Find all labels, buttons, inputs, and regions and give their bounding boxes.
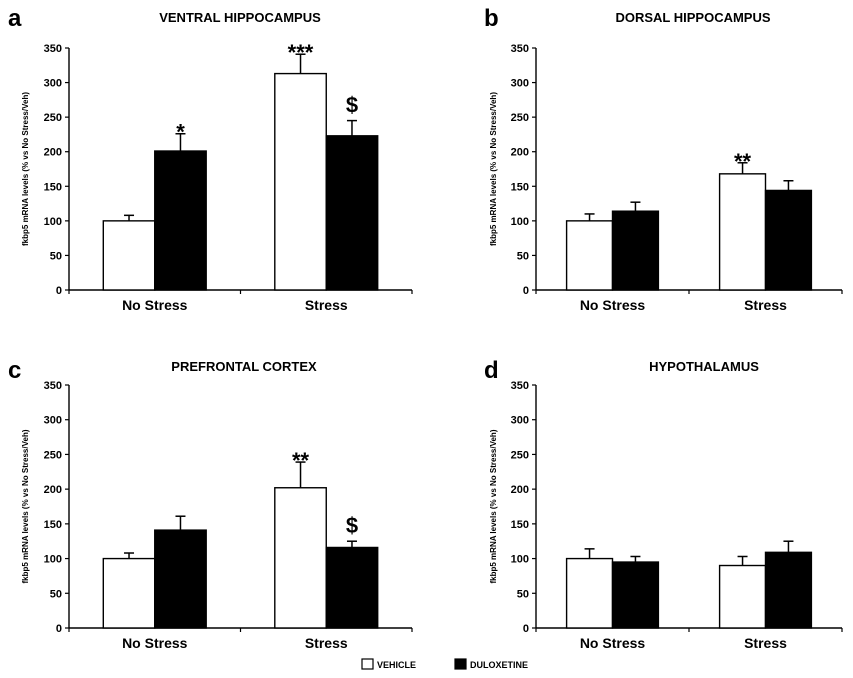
y-tick-label: 150 (44, 181, 62, 193)
y-tick-label: 250 (44, 112, 62, 124)
y-tick-label: 300 (44, 78, 62, 90)
y-tick-label: 350 (511, 43, 529, 55)
bar-vehicle (718, 564, 767, 629)
category-label: No Stress (122, 635, 188, 651)
bar-vehicle (274, 487, 327, 629)
y-tick-label: 100 (44, 216, 62, 228)
y-tick-label: 200 (44, 147, 62, 159)
y-tick-label: 250 (44, 449, 62, 461)
y-tick-label: 300 (511, 415, 529, 427)
y-tick-label: 300 (511, 78, 529, 90)
y-tick-label: 200 (44, 484, 62, 496)
y-axis-label: fkbp5 mRNA levels (% vs No Stress/Veh) (21, 92, 30, 246)
y-tick-label: 150 (511, 519, 529, 531)
bar-duloxetine (764, 551, 813, 629)
panel-c: c PREFRONTAL CORTEX fkbp5 mRNA levels (% v… (8, 357, 413, 651)
panel-title: PREFRONTAL CORTEX (171, 359, 317, 374)
bar-vehicle (274, 72, 327, 291)
legend-swatch-vehicle (361, 658, 374, 670)
panel-a: a VENTRAL HIPPOCAMPUS fkbp5 mRNA levels (%… (8, 5, 413, 313)
panel-letter: c (8, 357, 21, 384)
y-tick-label: 200 (511, 484, 529, 496)
bar-vehicle (102, 220, 156, 291)
y-tick-label: 100 (511, 554, 529, 566)
bar-vehicle (565, 220, 614, 291)
significance-marker: *** (288, 40, 314, 65)
bar-vehicle (718, 173, 767, 291)
panel-b: b DORSAL HIPPOCAMPUS fkbp5 mRNA levels (% … (484, 5, 843, 313)
panel-title: DORSAL HIPPOCAMPUS (615, 10, 770, 25)
y-tick-label: 50 (50, 250, 62, 262)
y-tick-label: 250 (511, 112, 529, 124)
panel-letter: a (8, 5, 22, 32)
bar-duloxetine (611, 210, 660, 291)
panel-title: VENTRAL HIPPOCAMPUS (159, 10, 321, 25)
bar-vehicle (102, 557, 156, 629)
y-axis-label: fkbp5 mRNA levels (% vs No Stress/Veh) (489, 92, 498, 246)
bar-duloxetine (154, 529, 207, 629)
y-tick-label: 250 (511, 449, 529, 461)
category-label: No Stress (580, 635, 646, 651)
bar-duloxetine (325, 135, 379, 291)
y-tick-label: 150 (44, 519, 62, 531)
significance-marker: ** (292, 448, 310, 473)
y-axis-label: fkbp5 mRNA levels (% vs No Stress/Veh) (21, 429, 30, 583)
panel-title: HYPOTHALAMUS (649, 359, 759, 374)
y-tick-label: 100 (511, 216, 529, 228)
legend: VEHICLE DULOXETINE (361, 658, 528, 670)
y-tick-label: 200 (511, 147, 529, 159)
bar-duloxetine (325, 546, 379, 629)
panels: a VENTRAL HIPPOCAMPUS fkbp5 mRNA levels (%… (8, 5, 843, 651)
legend-label-vehicle: VEHICLE (377, 660, 416, 670)
significance-marker: $ (346, 513, 358, 538)
y-tick-label: 150 (511, 181, 529, 193)
category-label: No Stress (122, 297, 188, 313)
significance-marker: $ (346, 93, 358, 118)
legend-swatch-duloxetine (454, 658, 467, 670)
bar-vehicle (565, 557, 614, 629)
y-tick-label: 0 (523, 623, 529, 635)
y-tick-label: 50 (50, 588, 62, 600)
significance-marker: ** (734, 149, 752, 174)
y-tick-label: 0 (56, 285, 62, 297)
y-tick-label: 50 (517, 250, 529, 262)
category-label: Stress (305, 297, 348, 313)
bar-duloxetine (611, 561, 660, 629)
bar-duloxetine (154, 150, 207, 291)
y-tick-label: 350 (44, 43, 62, 55)
legend-label-duloxetine: DULOXETINE (470, 660, 528, 670)
y-tick-label: 50 (517, 588, 529, 600)
panel-letter: b (484, 5, 499, 32)
y-tick-label: 100 (44, 554, 62, 566)
panel-d: d HYPOTHALAMUS fkbp5 mRNA levels (% vs No … (484, 357, 843, 651)
panel-letter: d (484, 357, 499, 384)
y-axis-label: fkbp5 mRNA levels (% vs No Stress/Veh) (489, 429, 498, 583)
category-label: No Stress (580, 297, 646, 313)
bar-duloxetine (764, 189, 813, 291)
y-tick-label: 0 (523, 285, 529, 297)
y-tick-label: 300 (44, 415, 62, 427)
y-tick-label: 0 (56, 623, 62, 635)
y-tick-label: 350 (511, 380, 529, 392)
category-label: Stress (305, 635, 348, 651)
significance-marker: * (176, 120, 185, 145)
category-label: Stress (744, 297, 787, 313)
y-tick-label: 350 (44, 380, 62, 392)
category-label: Stress (744, 635, 787, 651)
